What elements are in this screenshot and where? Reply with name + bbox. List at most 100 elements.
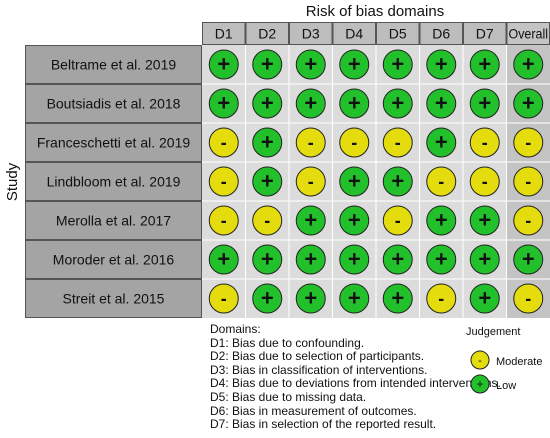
judgement-marker [513, 127, 544, 158]
judgement-symbol: - [395, 211, 401, 231]
judgement-symbol: - [525, 172, 531, 192]
judgement-marker [426, 166, 457, 197]
column-header-cell [245, 22, 289, 45]
judgement-marker [208, 49, 239, 80]
judgement-marker [382, 205, 413, 236]
judgement-marker [295, 127, 326, 158]
judgement-marker [339, 49, 370, 80]
judgement-marker [252, 166, 283, 197]
judgement-legend: Judgement - Moderate + Low [466, 326, 550, 403]
judgement-marker [469, 166, 500, 197]
judgement-marker [513, 88, 544, 119]
judgement-symbol: + [304, 286, 317, 311]
column-header-cell [332, 22, 376, 45]
judgement-symbol: + [261, 286, 274, 311]
domain-description: D2: Bias due to selection of participant… [210, 349, 425, 364]
study-label: Boutsiadis et al. 2018 [47, 96, 181, 112]
study-label: Lindbloom et al. 2019 [47, 174, 181, 190]
judgement-marker [339, 283, 370, 314]
domains-legend: Domains: D1: Bias due to confounding. D2… [210, 322, 530, 432]
study-label: Streit et al. 2015 [63, 291, 165, 307]
judgement-marker [469, 283, 500, 314]
judgement-marker [339, 244, 370, 275]
judgement-marker [252, 283, 283, 314]
judgement-symbol: + [478, 286, 491, 311]
judgement-symbol: + [435, 208, 448, 233]
judgement-marker [252, 244, 283, 275]
y-axis-label: Study [4, 162, 21, 201]
judgement-symbol: + [217, 247, 230, 272]
judgement-marker [208, 127, 239, 158]
judgement-symbol: - [482, 172, 488, 192]
judgement-symbol: + [217, 91, 230, 116]
judgement-symbol: + [261, 91, 274, 116]
judgement-label: Low [496, 380, 516, 392]
judgement-symbol: + [261, 169, 274, 194]
column-header-label: D4 [345, 26, 363, 42]
judgement-symbol: + [261, 130, 274, 155]
judgement-symbol: - [438, 172, 444, 192]
judgement-symbol: + [391, 91, 404, 116]
judgement-marker [252, 205, 283, 236]
judgement-marker [295, 283, 326, 314]
judgement-marker [252, 88, 283, 119]
column-header-label: D6 [432, 26, 450, 42]
judgement-symbol: + [476, 377, 483, 391]
judgement-marker [513, 244, 544, 275]
study-label-cell [25, 84, 202, 123]
judgement-symbol: - [221, 289, 227, 309]
judgement-marker [208, 283, 239, 314]
study-label-cell [25, 240, 202, 279]
judgement-symbol: + [348, 52, 361, 77]
judgement-symbol: + [435, 130, 448, 155]
judgement-marker [469, 127, 500, 158]
judgement-symbol: + [348, 286, 361, 311]
judgement-symbol: + [261, 52, 274, 77]
judgement-symbol: - [395, 133, 401, 153]
column-header-cell [289, 22, 333, 45]
judgement-symbol: - [308, 133, 314, 153]
judgement-marker [382, 88, 413, 119]
judgement-marker [382, 127, 413, 158]
judgement-marker [469, 244, 500, 275]
judgement-symbol: + [304, 247, 317, 272]
judgement-symbol: - [221, 172, 227, 192]
judgement-marker [513, 205, 544, 236]
judgement-marker [208, 244, 239, 275]
study-label: Merolla et al. 2017 [56, 213, 171, 229]
study-label: Moroder et al. 2016 [53, 252, 175, 268]
judgement-title: Judgement [466, 326, 521, 338]
judgement-symbol: - [221, 133, 227, 153]
study-label-cell [25, 201, 202, 240]
judgement-symbol: + [478, 208, 491, 233]
judgement-symbol: + [478, 91, 491, 116]
column-header-label: D1 [215, 26, 233, 42]
judgement-marker [469, 49, 500, 80]
judgement-symbol: + [348, 169, 361, 194]
study-label-cell [25, 279, 202, 318]
judgement-symbol: + [522, 52, 535, 77]
judgement-symbol: - [308, 172, 314, 192]
judgement-symbol: + [522, 247, 535, 272]
judgement-symbol: - [525, 289, 531, 309]
chart-title: Risk of bias domains [306, 3, 444, 20]
judgement-marker [208, 88, 239, 119]
judgement-symbol: + [348, 208, 361, 233]
judgement-label: Moderate [496, 356, 542, 368]
judgement-symbol: - [478, 355, 482, 367]
judgement-marker [208, 166, 239, 197]
judgement-marker [295, 88, 326, 119]
column-header-label: D3 [302, 26, 320, 42]
domains-title: Domains: [210, 322, 261, 336]
judgement-marker [382, 49, 413, 80]
judgement-marker [426, 127, 457, 158]
judgement-symbol: + [304, 91, 317, 116]
domain-description: D1: Bias due to confounding. [210, 335, 365, 350]
judgement-marker [382, 244, 413, 275]
judgement-symbol: - [482, 133, 488, 153]
domain-description: D7: Bias in selection of the reported re… [210, 417, 437, 432]
judgement-symbol: + [391, 286, 404, 311]
column-header-cell [463, 22, 507, 45]
judgement-symbol: + [391, 247, 404, 272]
